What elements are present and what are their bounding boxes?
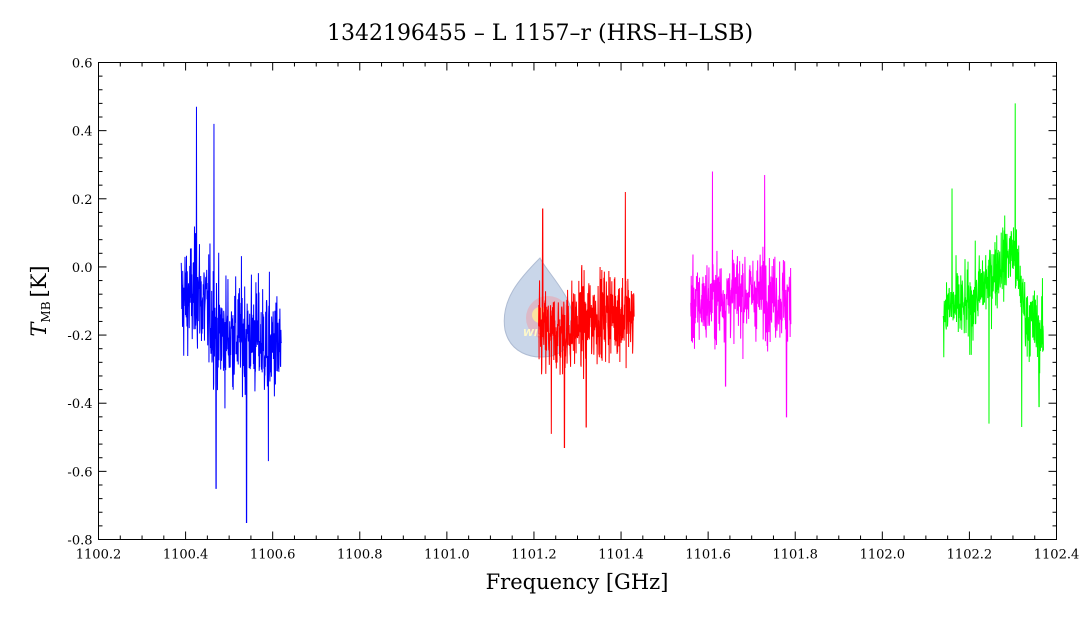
x-tick-label: 1102.0 <box>860 548 906 563</box>
x-tick-label: 1101.6 <box>685 548 731 563</box>
y-tick-label: -0.8 <box>67 534 92 549</box>
spectrum-series-2 <box>538 191 635 449</box>
x-tick-label: 1100.6 <box>250 548 296 563</box>
series-layer <box>180 103 1044 523</box>
spectrum-series-4 <box>942 103 1044 428</box>
y-tick-label: -0.4 <box>67 397 92 412</box>
x-tick-label: 1100.8 <box>337 548 383 563</box>
y-axis-label-unit: [K] <box>27 265 51 297</box>
y-axis-label-text: TMB [K] <box>27 265 53 336</box>
x-tick-label: 1100.2 <box>76 548 122 563</box>
x-tick-label: 1101.2 <box>511 548 557 563</box>
y-tick-label: 0.6 <box>72 57 93 72</box>
x-tick-label: 1102.4 <box>1034 548 1080 563</box>
x-tick-label: 1100.4 <box>163 548 209 563</box>
axis-ticks: 1100.2 1100.4 1100.6 1100.8 1101.0 1101.2 1101… <box>67 57 1079 563</box>
x-axis-label: Frequency [GHz] <box>486 570 669 594</box>
x-tick-label: 1101.4 <box>598 548 644 563</box>
x-tick-label: 1102.2 <box>947 548 993 563</box>
y-axis-label-subscript: MB <box>39 301 53 322</box>
spectrum-series-3 <box>690 171 792 418</box>
x-tick-label: 1101.0 <box>424 548 470 563</box>
y-tick-label: 0.4 <box>72 125 93 140</box>
watermark-text: WISH <box>523 328 554 339</box>
x-tick-label: 1101.8 <box>772 548 818 563</box>
y-tick-label: 0.0 <box>72 261 93 276</box>
y-axis-label-symbol: T <box>27 321 51 337</box>
chart-title: 1342196455 – L 1157–r (HRS–H–LSB) <box>327 21 753 46</box>
y-tick-label: 0.2 <box>72 193 93 208</box>
y-tick-label: -0.2 <box>67 329 92 344</box>
y-axis-label: TMB [K] <box>27 265 53 336</box>
spectrum-series-1 <box>180 106 282 523</box>
y-tick-label: -0.6 <box>67 465 92 480</box>
